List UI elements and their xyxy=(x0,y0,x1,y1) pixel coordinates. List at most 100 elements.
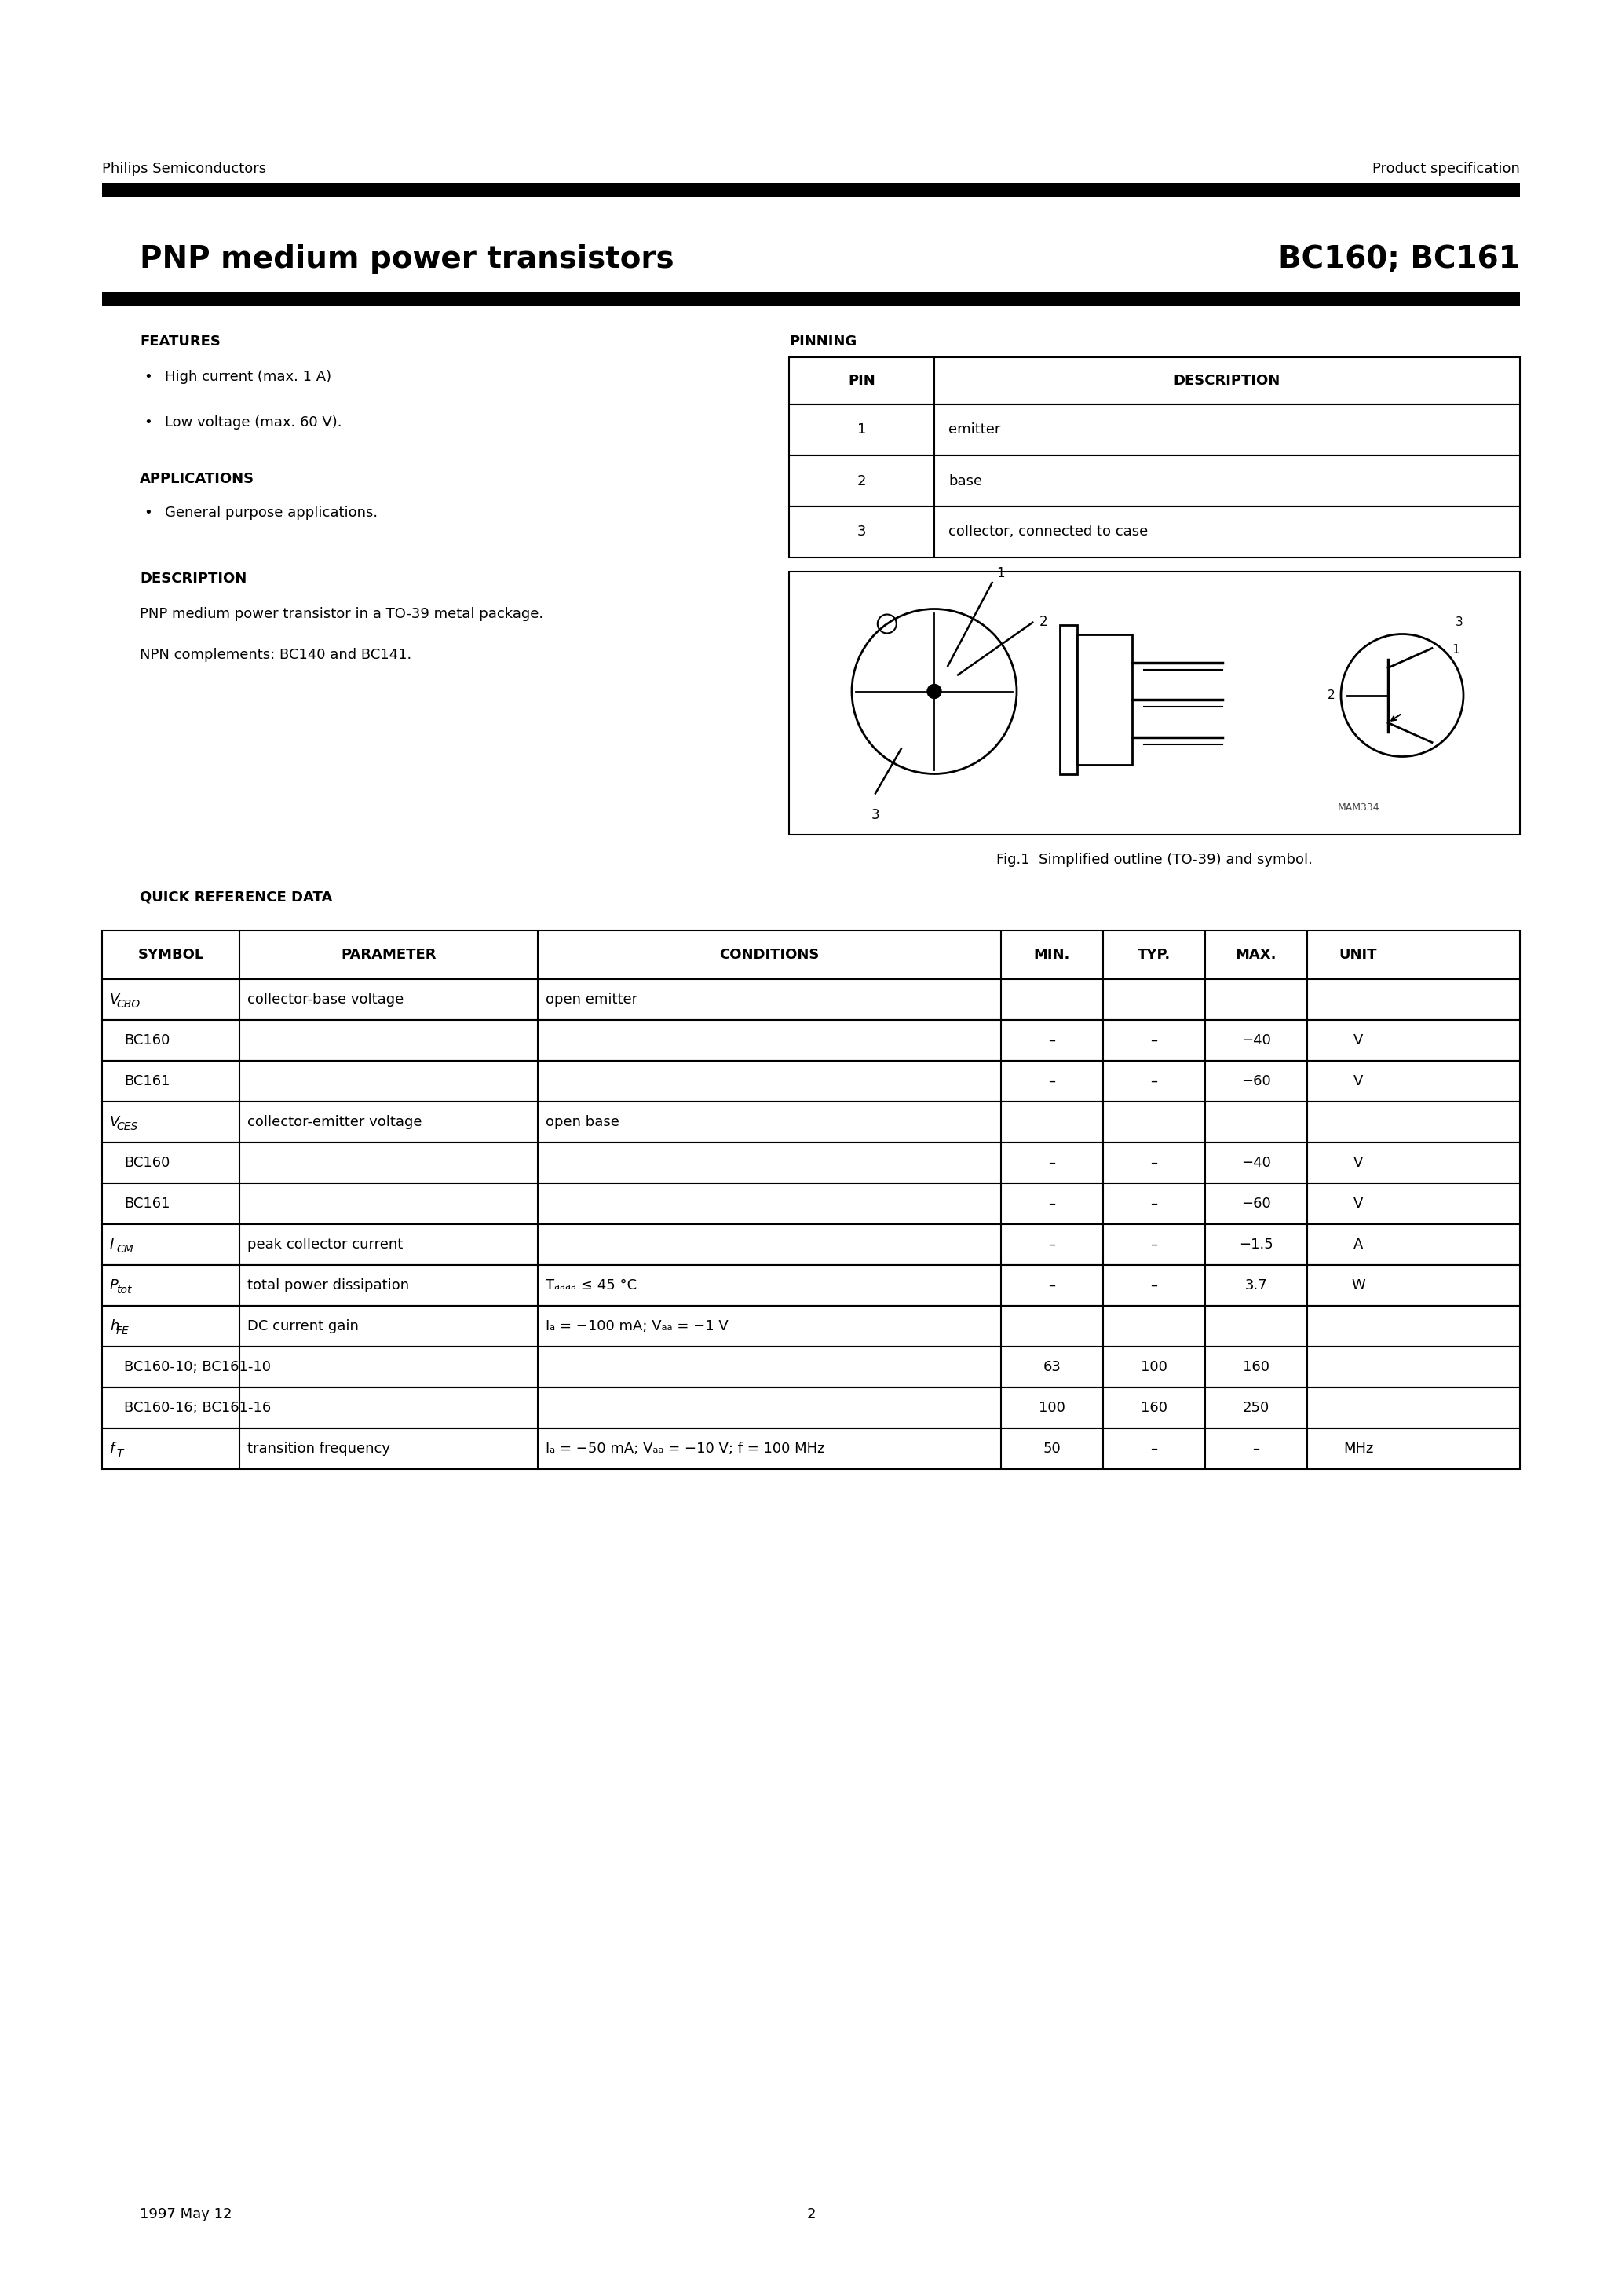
Bar xyxy=(102,1102,1520,1143)
Text: BC160; BC161: BC160; BC161 xyxy=(1278,243,1520,273)
Text: 100: 100 xyxy=(1038,1401,1066,1414)
Text: 50: 50 xyxy=(1043,1442,1061,1456)
Text: V: V xyxy=(110,992,120,1006)
Text: collector-emitter voltage: collector-emitter voltage xyxy=(247,1116,422,1130)
Text: –: – xyxy=(1150,1033,1158,1047)
Text: BC160: BC160 xyxy=(123,1033,170,1047)
Text: transition frequency: transition frequency xyxy=(247,1442,391,1456)
Text: APPLICATIONS: APPLICATIONS xyxy=(139,473,255,487)
Text: –: – xyxy=(1048,1075,1056,1088)
Text: Fig.1  Simplified outline (TO-39) and symbol.: Fig.1 Simplified outline (TO-39) and sym… xyxy=(996,852,1312,868)
Text: 100: 100 xyxy=(1140,1359,1168,1373)
Text: BC160: BC160 xyxy=(123,1155,170,1171)
Bar xyxy=(102,978,1520,1019)
Bar xyxy=(788,455,1520,507)
Bar xyxy=(102,1143,1520,1182)
Text: –: – xyxy=(1048,1238,1056,1251)
Text: Iₐ = −100 mA; Vₐₐ = −1 V: Iₐ = −100 mA; Vₐₐ = −1 V xyxy=(545,1320,728,1334)
Text: PNP medium power transistor in a TO-39 metal package.: PNP medium power transistor in a TO-39 m… xyxy=(139,606,543,622)
Text: 1: 1 xyxy=(856,422,866,436)
Bar xyxy=(102,292,1520,305)
Text: 2: 2 xyxy=(1327,689,1335,700)
Text: –: – xyxy=(1150,1238,1158,1251)
Text: BC160-16; BC161-16: BC160-16; BC161-16 xyxy=(123,1401,271,1414)
Bar xyxy=(788,404,1520,455)
Text: collector, connected to case: collector, connected to case xyxy=(949,526,1148,540)
Bar xyxy=(1059,625,1077,774)
Text: QUICK REFERENCE DATA: QUICK REFERENCE DATA xyxy=(139,891,333,905)
Bar xyxy=(102,1224,1520,1265)
Text: open base: open base xyxy=(545,1116,620,1130)
Text: DESCRIPTION: DESCRIPTION xyxy=(139,572,247,585)
Text: 2: 2 xyxy=(856,473,866,489)
Text: 63: 63 xyxy=(1043,1359,1061,1373)
Text: 2: 2 xyxy=(806,2206,816,2223)
Text: MAX.: MAX. xyxy=(1236,948,1277,962)
Text: W: W xyxy=(1351,1279,1366,1293)
Text: SYMBOL: SYMBOL xyxy=(138,948,204,962)
Text: T: T xyxy=(117,1449,123,1458)
Text: •: • xyxy=(144,505,152,519)
Text: CES: CES xyxy=(117,1120,138,1132)
Bar xyxy=(102,184,1520,197)
Text: –: – xyxy=(1150,1442,1158,1456)
Text: 2: 2 xyxy=(1040,615,1048,629)
Bar xyxy=(102,1387,1520,1428)
Text: PINNING: PINNING xyxy=(788,335,856,349)
Text: −1.5: −1.5 xyxy=(1239,1238,1273,1251)
Text: V: V xyxy=(1353,1196,1362,1210)
Text: emitter: emitter xyxy=(949,422,1001,436)
Text: open emitter: open emitter xyxy=(545,992,637,1006)
Text: Product specification: Product specification xyxy=(1372,161,1520,177)
Text: –: – xyxy=(1048,1196,1056,1210)
Text: Tₐₐₐₐ ≤ 45 °C: Tₐₐₐₐ ≤ 45 °C xyxy=(545,1279,637,1293)
Text: TYP.: TYP. xyxy=(1137,948,1171,962)
Text: −40: −40 xyxy=(1241,1033,1272,1047)
Text: 3: 3 xyxy=(871,808,879,822)
Text: tot: tot xyxy=(117,1286,131,1295)
Text: BC160-10; BC161-10: BC160-10; BC161-10 xyxy=(123,1359,271,1373)
Text: 160: 160 xyxy=(1242,1359,1270,1373)
Text: NPN complements: BC140 and BC141.: NPN complements: BC140 and BC141. xyxy=(139,647,412,661)
Text: f: f xyxy=(110,1442,115,1456)
Bar xyxy=(788,572,1520,836)
Text: 1: 1 xyxy=(996,567,1004,581)
Bar xyxy=(102,1265,1520,1306)
Text: total power dissipation: total power dissipation xyxy=(247,1279,409,1293)
Text: General purpose applications.: General purpose applications. xyxy=(165,505,378,519)
Text: 1: 1 xyxy=(1452,643,1460,657)
Text: CM: CM xyxy=(117,1244,133,1256)
Text: −40: −40 xyxy=(1241,1155,1272,1171)
Text: peak collector current: peak collector current xyxy=(247,1238,402,1251)
Text: 160: 160 xyxy=(1140,1401,1168,1414)
Text: collector-base voltage: collector-base voltage xyxy=(247,992,404,1006)
Text: •: • xyxy=(144,416,152,429)
Bar xyxy=(102,1061,1520,1102)
Text: 3: 3 xyxy=(856,526,866,540)
Text: I: I xyxy=(110,1238,114,1251)
Text: DESCRIPTION: DESCRIPTION xyxy=(1174,374,1281,388)
Text: BC161: BC161 xyxy=(123,1075,170,1088)
Bar xyxy=(1077,634,1132,765)
Text: V: V xyxy=(1353,1075,1362,1088)
Text: DC current gain: DC current gain xyxy=(247,1320,358,1334)
Text: 1997 May 12: 1997 May 12 xyxy=(139,2206,232,2223)
Text: CONDITIONS: CONDITIONS xyxy=(720,948,819,962)
Text: PARAMETER: PARAMETER xyxy=(341,948,436,962)
Text: h: h xyxy=(110,1320,118,1334)
Text: A: A xyxy=(1353,1238,1362,1251)
Bar xyxy=(788,507,1520,558)
Text: PIN: PIN xyxy=(848,374,876,388)
Bar xyxy=(102,930,1520,978)
Bar xyxy=(102,1019,1520,1061)
Text: −60: −60 xyxy=(1241,1075,1272,1088)
Text: –: – xyxy=(1150,1279,1158,1293)
Text: −60: −60 xyxy=(1241,1196,1272,1210)
Text: –: – xyxy=(1150,1075,1158,1088)
Text: FE: FE xyxy=(117,1325,130,1336)
Text: MHz: MHz xyxy=(1343,1442,1374,1456)
Text: UNIT: UNIT xyxy=(1340,948,1377,962)
Text: FEATURES: FEATURES xyxy=(139,335,221,349)
Text: –: – xyxy=(1150,1196,1158,1210)
Text: 3.7: 3.7 xyxy=(1244,1279,1267,1293)
